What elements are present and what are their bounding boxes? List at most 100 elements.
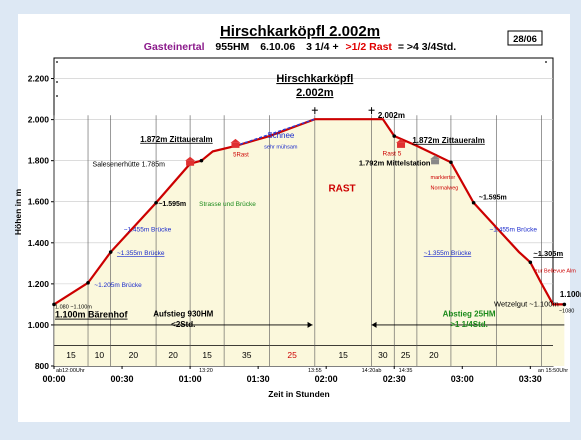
subtitle-time: 3 1/4 + [306,41,338,53]
tour-number-badge: 28/06 [513,34,537,45]
bridge-label: ~1.455m Brücke [489,227,537,234]
end-label: ~1080 [559,309,574,315]
profile-point [449,160,453,165]
chart-title: Hirschkarköpfl 2.002m [220,23,380,40]
y-tick-label: 800 [35,361,49,371]
segment-duration-label: 20 [129,350,139,360]
corner-dot [56,95,58,97]
x-tick-label: 00:30 [111,374,134,384]
x-axis-title: Zeit in Stunden [268,389,329,399]
y-tick-label: 1.800 [28,156,50,166]
hut-icon [230,138,241,143]
bellevue-label: zur Bellevue Alm [535,269,576,275]
time-label: 14:20ab [362,368,382,374]
station-icon [430,155,441,160]
y-tick-label: 2.000 [28,115,50,125]
ascent-arrowhead [307,321,313,328]
road-label: Strasse und Brücke [199,201,256,208]
peak-altitude-title: 2.002m [296,87,334,99]
rest-section-label: RAST [328,183,355,194]
profile-area [54,119,565,366]
corner-dot [545,61,547,63]
start-label: 1.080 ~1.100m [55,304,92,310]
segment-duration-label: 20 [168,350,178,360]
hut-icon [185,156,196,161]
segment-duration-label: 30 [378,350,388,360]
y-tick-label: 1.600 [28,197,50,207]
segment-duration-label: 15 [338,350,348,360]
marked-route-label: Normalweg [431,185,459,191]
x-tick-label: 03:30 [519,374,542,384]
profile-point [86,281,90,285]
segment-duration-label: 35 [242,350,252,360]
snow-label: Schnee [267,131,295,140]
profile-point [199,158,204,163]
bridge-label: ~1.355m Brücke [117,250,165,257]
altitude-label: ~1.595m [158,201,186,208]
time-label: 13:55 [308,368,322,374]
baerenhof-label: 1.100m Bärenhof [55,310,129,320]
peak-title: Hirschkarköpfl [276,73,353,85]
zittaueralm-label: 1.872m Zittaueralm [412,136,484,145]
peak-altitude-label: 2.002m [378,111,405,120]
marked-route-label: markierter [431,175,456,181]
snow-section-line [235,118,316,147]
rest-label: Rast 5 [383,151,402,158]
profile-point [52,302,56,307]
wetzelgut-label: Wetzelgut ~1.100m [494,299,559,308]
altitude-label: ~1.305m [533,249,563,258]
ascent-time-label: <2Std. [171,320,195,329]
profile-point [528,260,533,265]
hut-icon [186,160,195,166]
segment-duration-label: 15 [66,350,76,360]
descent-time-label: >1 1/4Std. [450,320,488,329]
hut-icon [396,138,407,143]
profile-point [108,250,113,254]
y-tick-label: 2.200 [28,74,50,84]
time-label: an 15:50Uhr [538,368,568,374]
bridge-label: ~1.455m Brücke [124,227,172,234]
y-axis-title: Höhen in m [13,188,23,235]
profile-point [392,134,397,138]
y-tick-label: 1.000 [28,320,50,330]
x-tick-label: 02:30 [383,374,406,384]
segment-duration-label: 20 [429,350,439,360]
time-label: 13:20 [199,368,213,374]
chart-subtitle: Gasteinertal 955HM 6.10.06 3 1/4 + >1/2 … [144,41,456,53]
x-tick-label: 02:00 [315,374,338,384]
time-label: ab12:00Uhr [56,368,85,374]
hut-icon [397,142,406,148]
ascent-label: Aufstieg 930HM [153,310,213,319]
segment-duration-label: 10 [95,350,105,360]
bridge-label: ~1.205m Brücke [94,282,142,289]
segment-duration-label: 25 [287,350,297,360]
zittaueralm-label: 1.872m Zittaueralm [140,135,212,144]
hut-icon [231,142,240,148]
badge-box [507,30,543,46]
x-tick-label: 01:00 [179,374,202,384]
corner-dot [56,61,58,63]
profile-point [154,200,158,205]
time-label: 14:35 [399,368,413,374]
segment-duration-label: 15 [202,350,212,360]
profile-point [562,302,567,307]
bridge-label: ~1.355m Brücke [424,250,472,257]
descent-label: Abstieg 25HM [443,310,496,319]
segment-duration-label: 25 [401,350,411,360]
subtitle-total: = >4 3/4Std. [398,41,456,53]
subtitle-rast: >1/2 Rast [346,41,393,53]
middle-station-label: 1.792m Mittelstation [359,158,431,167]
rest-label: 5Rast [233,153,249,159]
y-tick-label: 1.400 [28,238,50,248]
x-tick-label: 03:00 [451,374,474,384]
subtitle-date: 6.10.06 [260,41,295,53]
snow-note-label: sehr mühsam [264,144,298,150]
subtitle-hm: 955HM [215,41,249,53]
altitude-label: ~1.595m [479,195,507,202]
x-tick-label: 01:30 [247,374,270,384]
profile-point [471,200,476,205]
corner-dot [56,81,58,83]
y-tick-label: 1.200 [28,279,50,289]
station-icon [431,159,440,165]
